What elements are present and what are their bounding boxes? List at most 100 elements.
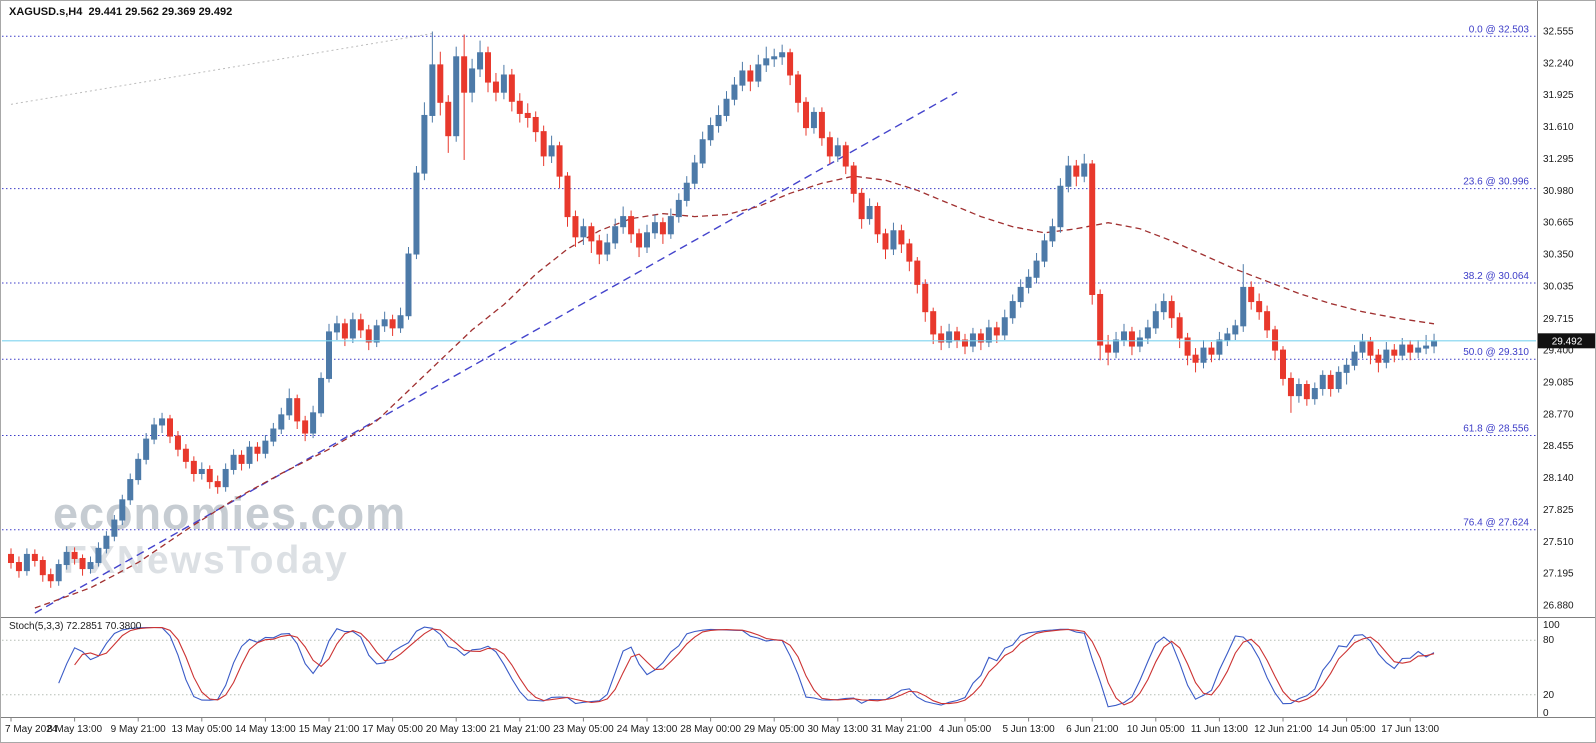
candle [532,111,539,142]
candle [1399,337,1406,361]
candle [691,154,698,189]
time-axis-label: 17 May 05:00 [362,724,423,735]
candle [492,72,499,102]
candle [636,228,643,258]
candle [1089,159,1096,305]
candle [453,46,460,142]
candle [842,141,849,175]
price-axis-tick: 29.400 [1543,346,1574,357]
candle [357,313,364,338]
candle [349,312,356,344]
candle [1319,370,1326,396]
candle [1423,334,1430,355]
candle [898,224,905,254]
time-axis-label: 28 May 00:00 [680,724,741,735]
candle [1208,342,1215,363]
candle [715,105,722,133]
candle [683,176,690,207]
candle [1224,327,1231,347]
time-axis-label: 6 Jun 21:00 [1066,724,1119,735]
price-panel[interactable] [2,31,1537,614]
candle [63,546,70,570]
candle [198,462,205,480]
candle [1192,348,1199,373]
candle [103,531,110,554]
candle [524,103,531,128]
fib-label: 0.0 @ 32.503 [1469,24,1530,35]
candle [651,214,658,239]
candle [938,325,945,351]
candle [882,228,889,260]
stoch-d-line [74,627,1435,706]
candle [612,218,619,249]
moving-average-line[interactable] [34,175,1435,609]
candles-layer [8,31,1438,588]
stochastic-panel[interactable] [2,626,1537,708]
candle [1097,289,1104,361]
candle [818,107,825,146]
price-axis[interactable]: 32.555 32.240 31.925 31.610 31.295 30.980 30.6… [1463,24,1596,719]
price-axis-tick: 26.880 [1543,601,1574,612]
price-axis-tick: 31.925 [1543,90,1574,101]
candle [540,125,547,167]
trendline[interactable] [34,91,958,614]
candle [246,441,253,469]
watermark-fxnewstoday: FXNewsToday [63,539,349,582]
candle [1113,331,1120,359]
fib-label: 76.4 @ 27.624 [1463,518,1529,529]
candle [874,202,881,243]
time-axis-label: 13 May 05:00 [171,724,232,735]
candle [1287,372,1294,413]
candle [159,412,166,434]
price-axis-tick: 30.665 [1543,218,1574,229]
candle [71,547,78,565]
candle [1184,332,1191,366]
candle [1065,155,1072,193]
stoch-axis-tick: 0 [1543,708,1549,719]
candle [755,54,762,88]
candle [747,64,754,92]
candle [469,58,476,103]
candle [1383,342,1390,369]
candle [914,257,921,294]
candle [373,319,380,348]
candle [119,494,126,526]
current-price-badge-text: 29.492 [1552,336,1583,347]
candle [230,449,237,475]
price-axis-tick: 27.195 [1543,569,1574,580]
price-axis-tick: 28.140 [1543,473,1574,484]
candle [969,327,976,353]
candle [278,407,285,435]
stoch-axis-tick: 20 [1543,690,1555,701]
candle [1121,323,1127,347]
candle [182,444,189,469]
candle [1049,218,1056,247]
candle [604,233,611,262]
candle [310,405,317,439]
candle [1017,279,1024,308]
candle [1375,349,1382,373]
candle [556,141,563,189]
candle [930,307,937,345]
chart-symbol-ohlc: XAGUSD.s,H4 29.441 29.562 29.369 29.492 [9,6,233,18]
candle [564,172,571,227]
candle [47,568,54,588]
time-axis-label: 31 May 21:00 [871,724,932,735]
candle [620,206,627,234]
candle [985,319,992,348]
candle [548,135,555,163]
candle [1335,366,1342,393]
candle [477,40,484,78]
candle [389,314,396,336]
candle [1351,345,1358,371]
candle [771,48,778,67]
time-axis-label: 11 Jun 13:00 [1191,724,1249,735]
candle [262,435,269,459]
candle [413,166,420,260]
candle [1280,346,1286,386]
candle [890,222,897,256]
candle [1216,331,1223,361]
